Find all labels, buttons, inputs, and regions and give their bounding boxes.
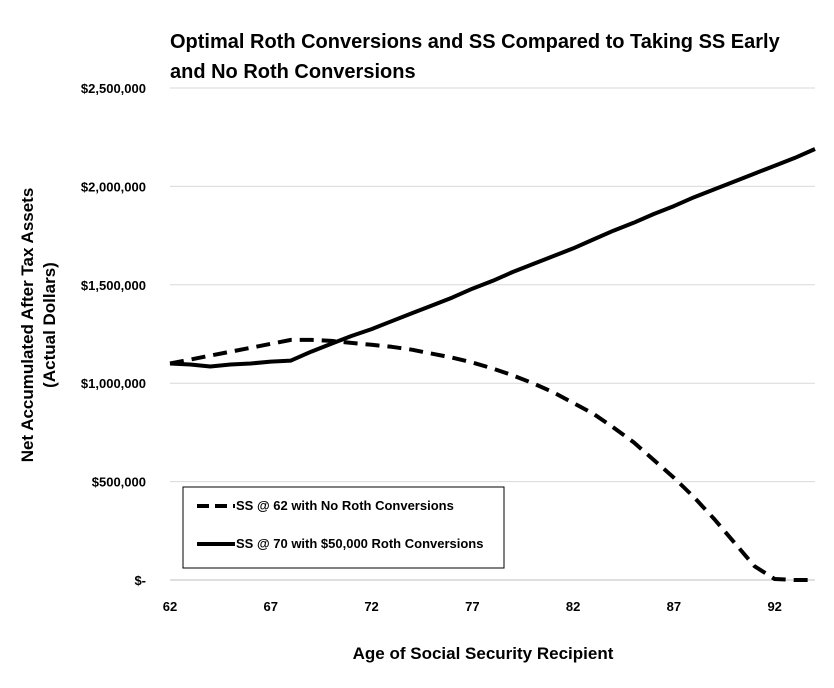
legend-label-ss62: SS @ 62 with No Roth Conversions — [236, 498, 454, 513]
x-tick-label: 77 — [465, 599, 479, 614]
x-tick-label: 87 — [667, 599, 681, 614]
x-tick-labels: 62 67 72 77 82 87 92 — [163, 599, 782, 614]
y-tick-label: $1,500,000 — [81, 278, 146, 293]
x-tick-label: 72 — [364, 599, 378, 614]
gridlines — [170, 87, 815, 483]
y-axis-title: Net Accumulated After Tax Assets (Actual… — [18, 188, 59, 463]
legend-box — [182, 486, 505, 569]
y-tick-label: $2,500,000 — [81, 81, 146, 96]
y-axis-title-line-1: Net Accumulated After Tax Assets — [18, 188, 37, 463]
x-tick-label: 82 — [566, 599, 580, 614]
chart-title-line-1: Optimal Roth Conversions and SS Compared… — [170, 31, 781, 53]
y-tick-label: $2,000,000 — [81, 179, 146, 194]
series-lines — [169, 147, 816, 582]
y-axis-title-line-2: (Actual Dollars) — [40, 262, 59, 388]
y-tick-labels: $- $500,000 $1,000,000 $1,500,000 $2,000,000… — [81, 81, 146, 588]
legend: SS @ 62 with No Roth Conversions SS @ 70… — [182, 486, 505, 569]
y-tick-label: $- — [134, 573, 146, 588]
series-line-ss70-roth — [169, 147, 816, 369]
chart-title-line-2: and No Roth Conversions — [170, 61, 416, 83]
x-tick-label: 67 — [264, 599, 278, 614]
y-tick-label: $1,000,000 — [81, 376, 146, 391]
x-tick-label: 62 — [163, 599, 177, 614]
y-tick-label: $500,000 — [92, 475, 146, 490]
x-tick-label: 92 — [767, 599, 781, 614]
x-axis-title: Age of Social Security Recipient — [353, 644, 614, 663]
legend-label-ss70: SS @ 70 with $50,000 Roth Conversions — [236, 536, 483, 551]
